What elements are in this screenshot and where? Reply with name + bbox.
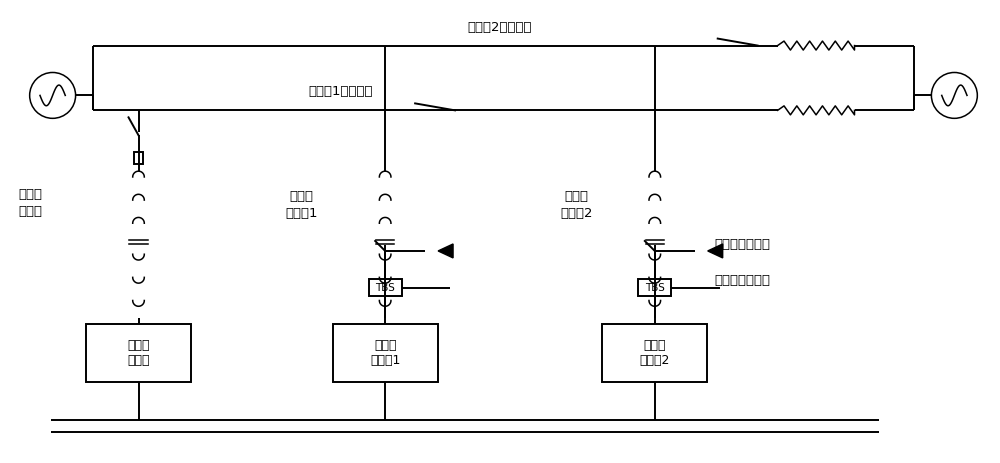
FancyBboxPatch shape bbox=[86, 324, 191, 382]
Text: 串联侧
变压器1: 串联侧 变压器1 bbox=[285, 190, 318, 220]
Polygon shape bbox=[438, 244, 453, 258]
Text: 串联侧1旁路开关: 串联侧1旁路开关 bbox=[308, 85, 372, 98]
Text: 并联侧
换流器: 并联侧 换流器 bbox=[127, 338, 150, 367]
Text: TBS: TBS bbox=[645, 283, 665, 293]
FancyBboxPatch shape bbox=[134, 152, 143, 164]
FancyBboxPatch shape bbox=[602, 324, 707, 382]
Text: 串联侧
变压器2: 串联侧 变压器2 bbox=[560, 190, 592, 220]
Text: 低压侧旁路开关: 低压侧旁路开关 bbox=[715, 238, 771, 251]
Text: 晶闸管旁路开关: 晶闸管旁路开关 bbox=[715, 275, 771, 288]
FancyBboxPatch shape bbox=[638, 279, 671, 296]
Text: 串联侧
换流器1: 串联侧 换流器1 bbox=[370, 338, 400, 367]
Text: 串联侧2旁路开关: 串联侧2旁路开关 bbox=[468, 21, 532, 34]
Text: 并联侧
变压器: 并联侧 变压器 bbox=[19, 188, 43, 218]
FancyBboxPatch shape bbox=[369, 279, 402, 296]
Polygon shape bbox=[708, 244, 723, 258]
FancyBboxPatch shape bbox=[333, 324, 438, 382]
Text: TBS: TBS bbox=[375, 283, 395, 293]
Text: 串联侧
换流器2: 串联侧 换流器2 bbox=[640, 338, 670, 367]
